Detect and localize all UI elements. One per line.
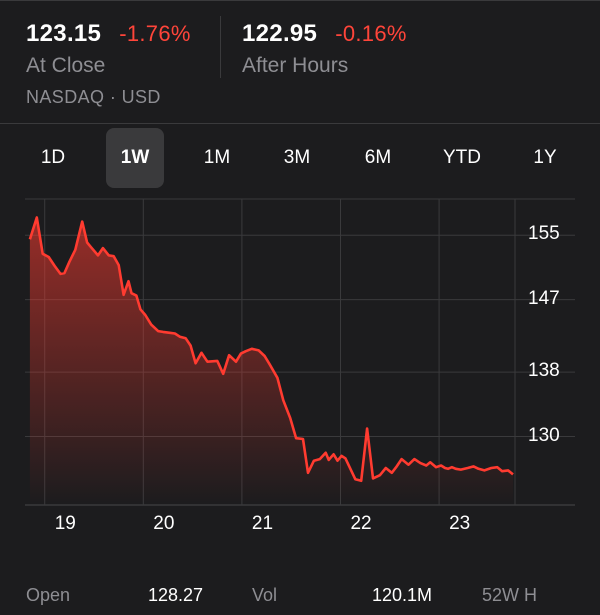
stats-row: Open 128.27 Vol 120.1M 52W H: [0, 585, 600, 615]
after-hours-change: -0.16%: [335, 21, 407, 46]
range-tabs: 1D 1W 1M 3M 6M YTD 1Y: [0, 128, 600, 188]
x-tick-label: 19: [54, 513, 76, 534]
y-tick-label: 138: [528, 360, 560, 382]
open-label: Open: [26, 585, 71, 605]
x-tick-label: 22: [350, 513, 372, 534]
header-divider: [0, 123, 600, 124]
at-close-block: 123.15 -1.76% At Close: [26, 20, 191, 78]
tab-ytd[interactable]: YTD: [443, 147, 481, 168]
price-area-fill: [29, 217, 514, 505]
price-line: [28, 216, 514, 483]
tab-6m[interactable]: 6M: [364, 147, 392, 168]
tab-3m[interactable]: 3M: [283, 147, 311, 168]
price-divider: [220, 16, 221, 78]
y-tick-label: 155: [528, 223, 560, 245]
y-tick-label: 147: [528, 287, 560, 309]
x-tick-label: 20: [153, 513, 175, 534]
tab-1y[interactable]: 1Y: [533, 147, 557, 168]
tab-1w[interactable]: 1W: [106, 128, 164, 188]
after-hours-label: After Hours: [242, 54, 349, 77]
after-hours-block: 122.95 -0.16% After Hours: [242, 20, 407, 78]
close-price: 123.15: [26, 20, 102, 47]
tab-1d[interactable]: 1D: [40, 147, 66, 168]
open-value: 128.27: [148, 585, 204, 605]
volume-label: Vol: [252, 585, 278, 605]
after-hours-price: 122.95: [242, 20, 318, 47]
volume-value: 120.1M: [372, 585, 433, 605]
tab-1m[interactable]: 1M: [203, 147, 231, 168]
close-change: -1.76%: [119, 21, 191, 46]
exchange-currency: NASDAQ · USD: [26, 87, 161, 107]
52w-high-label: 52W H: [482, 585, 538, 605]
x-tick-label: 21: [251, 513, 274, 534]
close-label: At Close: [26, 54, 106, 77]
top-divider: [0, 0, 600, 1]
x-tick-label: 23: [449, 513, 471, 534]
price-chart-svg: [25, 198, 575, 506]
y-tick-label: 130: [528, 424, 560, 446]
price-chart[interactable]: 155 147 138 130 19 20 21 22 23: [0, 195, 600, 540]
